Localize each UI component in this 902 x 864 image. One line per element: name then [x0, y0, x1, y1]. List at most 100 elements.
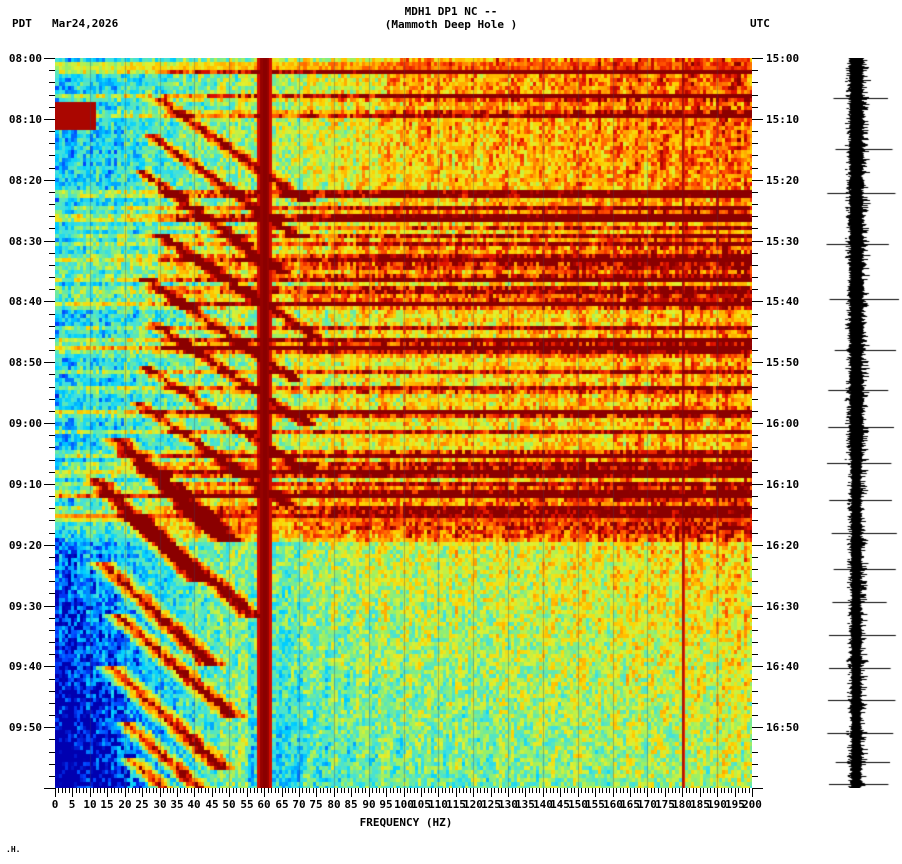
time-tick-minor-left	[49, 533, 55, 534]
freq-tick-minor	[585, 788, 586, 793]
time-label-pdt: 09:40	[8, 660, 42, 673]
time-tick-minor-left	[49, 143, 55, 144]
time-tick-minor-left	[49, 192, 55, 193]
time-label-utc: 15:10	[766, 113, 800, 126]
freq-tick-minor	[714, 788, 715, 793]
freq-tick-minor	[623, 788, 624, 793]
freq-tick-major	[735, 788, 736, 797]
freq-tick-minor	[114, 788, 115, 793]
freq-tick-minor	[592, 788, 593, 793]
freq-tick-major	[508, 788, 509, 797]
freq-tick-minor	[184, 788, 185, 793]
freq-tick-major	[665, 788, 666, 797]
freq-tick-minor	[414, 788, 415, 793]
freq-tick-minor	[62, 788, 63, 793]
freq-tick-major	[90, 788, 91, 797]
time-tick-minor-left	[49, 399, 55, 400]
freq-tick-major	[247, 788, 248, 797]
freq-tick-minor	[731, 788, 732, 793]
time-tick-major-left	[44, 180, 55, 181]
time-tick-minor-right	[752, 557, 758, 558]
freq-tick-minor	[104, 788, 105, 793]
seismogram-trace-panel[interactable]	[826, 58, 902, 788]
page-title: MDH1 DP1 NC --	[404, 5, 498, 18]
freq-label: 90	[362, 798, 376, 811]
freq-tick-minor	[477, 788, 478, 793]
freq-tick-major	[316, 788, 317, 797]
time-tick-minor-right	[752, 168, 758, 169]
freq-tick-minor	[135, 788, 136, 793]
freq-tick-minor	[302, 788, 303, 793]
freq-tick-minor	[191, 788, 192, 793]
freq-tick-minor	[100, 788, 101, 793]
freq-tick-minor	[208, 788, 209, 793]
time-tick-minor-left	[49, 739, 55, 740]
freq-tick-minor	[693, 788, 694, 793]
spectrogram-plot[interactable]	[55, 58, 752, 788]
time-tick-minor-left	[49, 520, 55, 521]
freq-tick-major	[177, 788, 178, 797]
time-tick-minor-left	[49, 593, 55, 594]
time-tick-minor-right	[752, 654, 758, 655]
time-tick-minor-right	[752, 387, 758, 388]
freq-tick-minor	[452, 788, 453, 793]
time-tick-minor-left	[49, 569, 55, 570]
freq-tick-minor	[738, 788, 739, 793]
time-label-utc: 16:00	[766, 417, 800, 430]
freq-tick-major	[282, 788, 283, 797]
freq-tick-major	[700, 788, 701, 797]
time-tick-minor-left	[49, 289, 55, 290]
freq-tick-minor	[536, 788, 537, 793]
time-tick-minor-right	[752, 399, 758, 400]
freq-tick-minor	[679, 788, 680, 793]
freq-tick-minor	[742, 788, 743, 793]
freq-tick-major	[404, 788, 405, 797]
time-label-utc: 16:10	[766, 478, 800, 491]
freq-tick-minor	[198, 788, 199, 793]
time-label-utc: 16:30	[766, 600, 800, 613]
freq-tick-minor	[522, 788, 523, 793]
freq-label: 55	[240, 798, 254, 811]
freq-tick-minor	[519, 788, 520, 793]
freq-tick-minor	[146, 788, 147, 793]
time-tick-major-right	[752, 484, 763, 485]
time-tick-minor-right	[752, 435, 758, 436]
freq-tick-minor	[640, 788, 641, 793]
freq-tick-minor	[128, 788, 129, 793]
freq-tick-minor	[721, 788, 722, 793]
freq-tick-minor	[309, 788, 310, 793]
time-tick-minor-left	[49, 472, 55, 473]
time-tick-minor-left	[49, 277, 55, 278]
freq-tick-major	[717, 788, 718, 797]
freq-tick-minor	[574, 788, 575, 793]
time-tick-minor-left	[49, 411, 55, 412]
time-tick-minor-left	[49, 338, 55, 339]
time-tick-major-right	[752, 301, 763, 302]
freq-tick-minor	[571, 788, 572, 793]
time-tick-minor-left	[49, 70, 55, 71]
time-tick-minor-left	[49, 374, 55, 375]
freq-label: 185	[690, 798, 710, 811]
freq-tick-major	[160, 788, 161, 797]
freq-tick-minor	[515, 788, 516, 793]
freq-tick-minor	[348, 788, 349, 793]
freq-label: 15	[100, 798, 114, 811]
time-label-utc: 15:30	[766, 235, 800, 248]
freq-tick-minor	[376, 788, 377, 793]
time-label-pdt: 09:50	[8, 721, 42, 734]
time-tick-major-right	[752, 545, 763, 546]
freq-label: 125	[481, 798, 501, 811]
freq-tick-minor	[295, 788, 296, 793]
time-tick-minor-left	[49, 715, 55, 716]
freq-label: 180	[672, 798, 692, 811]
freq-tick-minor	[686, 788, 687, 793]
time-label-utc: 15:20	[766, 174, 800, 187]
time-label-utc: 16:20	[766, 539, 800, 552]
freq-tick-minor	[86, 788, 87, 793]
freq-tick-minor	[79, 788, 80, 793]
freq-tick-minor	[93, 788, 94, 793]
freq-tick-minor	[236, 788, 237, 793]
freq-tick-minor	[362, 788, 363, 793]
freq-tick-minor	[466, 788, 467, 793]
freq-label: 95	[379, 798, 393, 811]
